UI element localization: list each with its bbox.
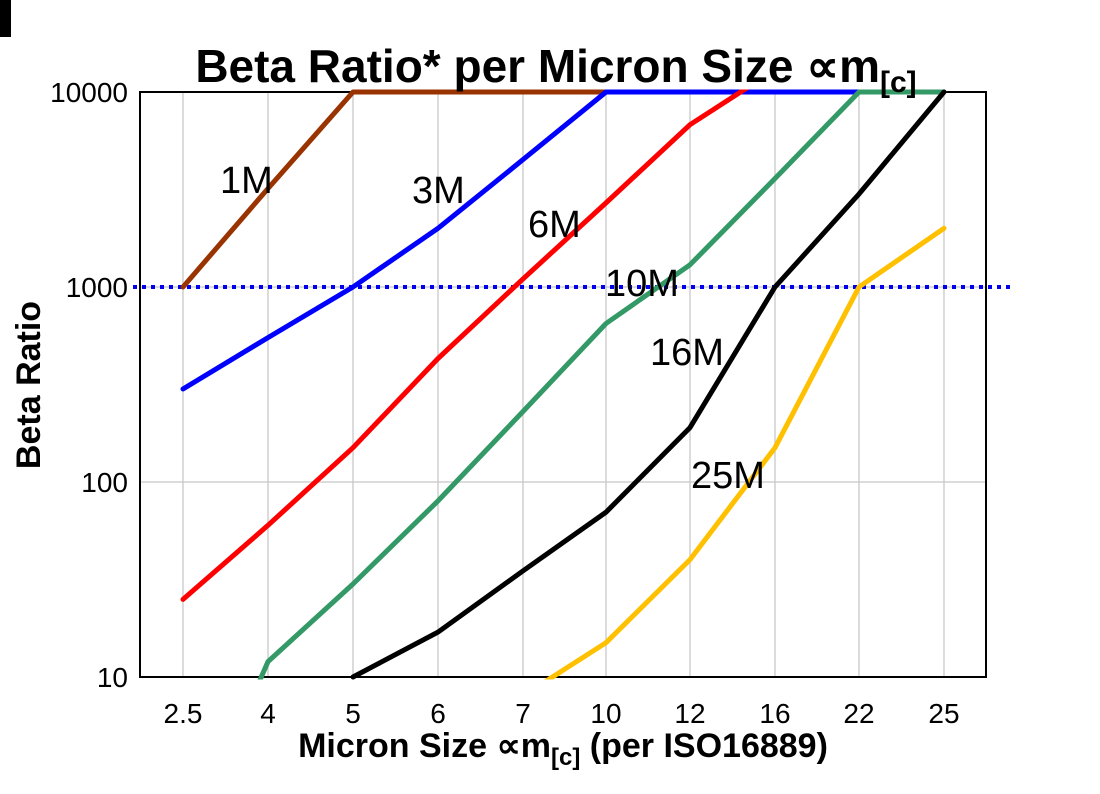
series-line-3M (180, 89, 862, 392)
series-line-6M (180, 89, 750, 602)
series-line-25M (543, 225, 947, 680)
axis-tick-labels: 10 100 1000 10000 2.5 4 5 6 7 10 12 16 22 25 (50, 77, 959, 729)
corner-artifact (0, 0, 11, 37)
x-tick-label: 22 (843, 698, 874, 729)
x-tick-label: 16 (759, 698, 790, 729)
gridlines (140, 92, 986, 677)
x-tick-label: 4 (260, 698, 276, 729)
series-labels: 1M 3M 6M 10M 16M 25M (220, 160, 765, 497)
y-tick-label: 100 (81, 467, 128, 498)
x-tick-label: 12 (674, 698, 705, 729)
x-tick-label: 10 (590, 698, 621, 729)
x-tick-label: 2.5 (164, 698, 203, 729)
y-tick-label: 10000 (50, 77, 128, 108)
series-line-16M (350, 89, 947, 680)
chart-title: Beta Ratio* per Micron Size ∝m[c] (195, 40, 916, 99)
series-line-10M (257, 89, 947, 680)
series-label-6M: 6M (528, 204, 581, 246)
x-tick-label: 7 (515, 698, 531, 729)
x-axis-title: Micron Size ∝m[c] (per ISO16889) (298, 727, 828, 771)
y-axis-title: Beta Ratio (10, 301, 48, 469)
series-label-1M: 1M (220, 160, 273, 202)
y-tick-label: 1000 (66, 272, 128, 303)
x-tick-label: 25 (928, 698, 959, 729)
x-tick-label: 6 (430, 698, 446, 729)
series-label-25M: 25M (691, 455, 765, 497)
series-label-3M: 3M (412, 170, 465, 212)
series-line-1M (180, 89, 609, 290)
y-tick-label: 10 (97, 662, 128, 693)
x-tick-label: 5 (345, 698, 361, 729)
series-label-10M: 10M (605, 263, 679, 305)
series-lines (180, 89, 947, 680)
series-label-16M: 16M (650, 332, 724, 374)
